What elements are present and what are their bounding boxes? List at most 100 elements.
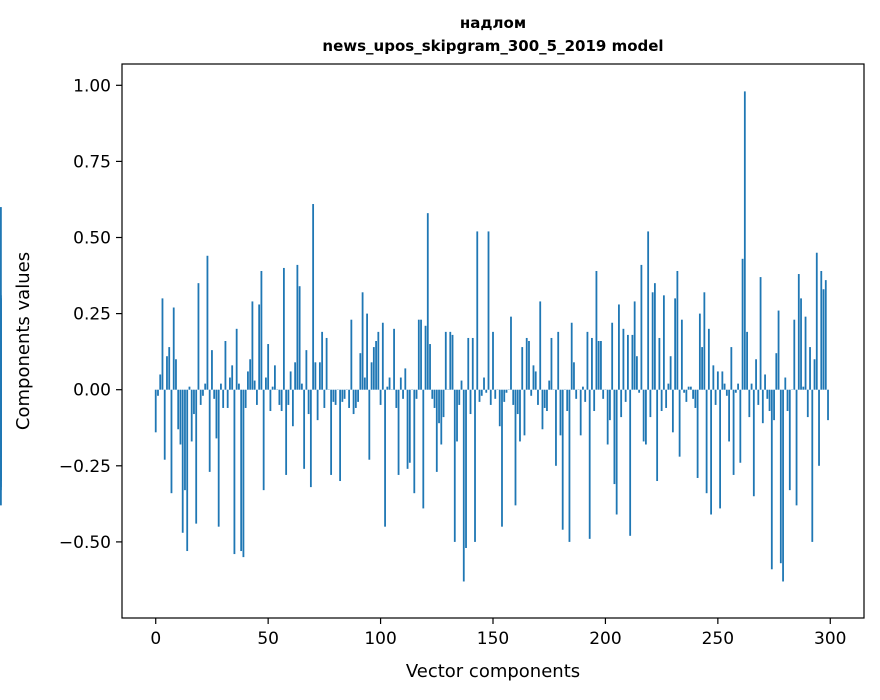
bar-38 bbox=[240, 390, 242, 551]
bar-57 bbox=[283, 268, 285, 390]
y-tick-label: −0.25 bbox=[59, 457, 111, 477]
bar-148 bbox=[488, 231, 490, 389]
bar-259 bbox=[737, 384, 739, 390]
bar-142 bbox=[474, 390, 476, 542]
bar-91 bbox=[359, 353, 361, 390]
chart-title: надлом bbox=[460, 14, 526, 32]
bar-109 bbox=[400, 378, 402, 390]
bar-42 bbox=[249, 359, 251, 389]
bar-5 bbox=[166, 356, 168, 389]
bar-210 bbox=[627, 335, 629, 390]
bar-267 bbox=[755, 359, 757, 389]
bar-180 bbox=[560, 390, 562, 436]
bar-0 bbox=[155, 390, 157, 433]
bar-212 bbox=[632, 335, 634, 390]
y-tick-label: −0.50 bbox=[59, 533, 111, 553]
bar-239 bbox=[692, 390, 694, 399]
bar-190 bbox=[582, 387, 584, 390]
bar-87 bbox=[350, 320, 352, 390]
bars-group bbox=[0, 91, 829, 581]
bar-297 bbox=[823, 289, 825, 389]
bar-18 bbox=[195, 390, 197, 524]
bar-173 bbox=[544, 390, 546, 408]
bar-251 bbox=[719, 390, 721, 509]
bar-49 bbox=[265, 378, 267, 390]
bar-263 bbox=[746, 332, 748, 390]
bar-71 bbox=[314, 362, 316, 389]
bar-53 bbox=[274, 365, 276, 389]
bar-129 bbox=[445, 332, 447, 390]
bar-178 bbox=[555, 390, 557, 466]
bar-63 bbox=[296, 265, 298, 390]
bar-undefined bbox=[0, 390, 2, 423]
bar-110 bbox=[402, 390, 404, 399]
bar-1 bbox=[157, 390, 159, 396]
bar-287 bbox=[800, 298, 802, 389]
bar-217 bbox=[643, 390, 645, 442]
bar-40 bbox=[245, 390, 247, 408]
bar-258 bbox=[735, 390, 737, 393]
bar-269 bbox=[760, 277, 762, 390]
bar-299 bbox=[827, 390, 829, 420]
y-axis-label: Components values bbox=[13, 252, 34, 430]
bar-97 bbox=[373, 347, 375, 390]
bar-28 bbox=[218, 390, 220, 527]
bar-248 bbox=[712, 365, 714, 389]
bar-6 bbox=[168, 347, 170, 390]
bar-211 bbox=[629, 390, 631, 536]
bar-291 bbox=[809, 347, 811, 390]
bar-275 bbox=[773, 390, 775, 420]
bar-189 bbox=[580, 390, 582, 436]
bar-30 bbox=[222, 390, 224, 408]
bar-271 bbox=[764, 374, 766, 389]
y-tick-label: 0.25 bbox=[73, 305, 111, 325]
bar-289 bbox=[805, 317, 807, 390]
bar-155 bbox=[503, 390, 505, 402]
bar-175 bbox=[548, 381, 550, 390]
bar-132 bbox=[452, 335, 454, 390]
bar-253 bbox=[724, 384, 726, 390]
bar-82 bbox=[339, 390, 341, 481]
bar-39 bbox=[243, 390, 245, 557]
bar-187 bbox=[575, 390, 577, 399]
bar-226 bbox=[663, 295, 665, 389]
y-tick-label: 0.50 bbox=[73, 229, 111, 249]
bar-276 bbox=[775, 353, 777, 390]
bar-171 bbox=[539, 301, 541, 389]
bar-133 bbox=[454, 390, 456, 542]
y-tick-label: 1.00 bbox=[73, 76, 111, 96]
bar-32 bbox=[227, 390, 229, 408]
bar-69 bbox=[310, 390, 312, 487]
bar-115 bbox=[413, 390, 415, 493]
bar-213 bbox=[634, 301, 636, 389]
bar-3 bbox=[162, 298, 164, 389]
bar-216 bbox=[641, 265, 643, 390]
bar-166 bbox=[528, 341, 530, 390]
y-tick-label: 0.00 bbox=[73, 381, 111, 401]
bar-237 bbox=[688, 387, 690, 390]
x-tick-label: 150 bbox=[477, 629, 509, 649]
bar-16 bbox=[191, 390, 193, 442]
bar-207 bbox=[620, 390, 622, 417]
bar-151 bbox=[494, 390, 496, 399]
bar-123 bbox=[431, 390, 433, 399]
bar-125 bbox=[436, 390, 438, 472]
bar-270 bbox=[762, 390, 764, 423]
bar-14 bbox=[186, 390, 188, 551]
bar-50 bbox=[267, 344, 269, 390]
bar-281 bbox=[787, 390, 789, 411]
bar-27 bbox=[216, 390, 218, 439]
bar-150 bbox=[492, 332, 494, 390]
bar-35 bbox=[234, 390, 236, 554]
bar-21 bbox=[202, 390, 204, 396]
bar-96 bbox=[371, 362, 373, 389]
y-axis: −0.50−0.250.000.250.500.751.00 bbox=[59, 76, 122, 553]
bar-240 bbox=[694, 390, 696, 408]
x-tick-label: 100 bbox=[364, 629, 396, 649]
bar-26 bbox=[213, 390, 215, 399]
bar-298 bbox=[825, 280, 827, 390]
bar-230 bbox=[672, 390, 674, 433]
bar-296 bbox=[820, 271, 822, 390]
bar-223 bbox=[656, 390, 658, 481]
bar-46 bbox=[258, 304, 260, 389]
